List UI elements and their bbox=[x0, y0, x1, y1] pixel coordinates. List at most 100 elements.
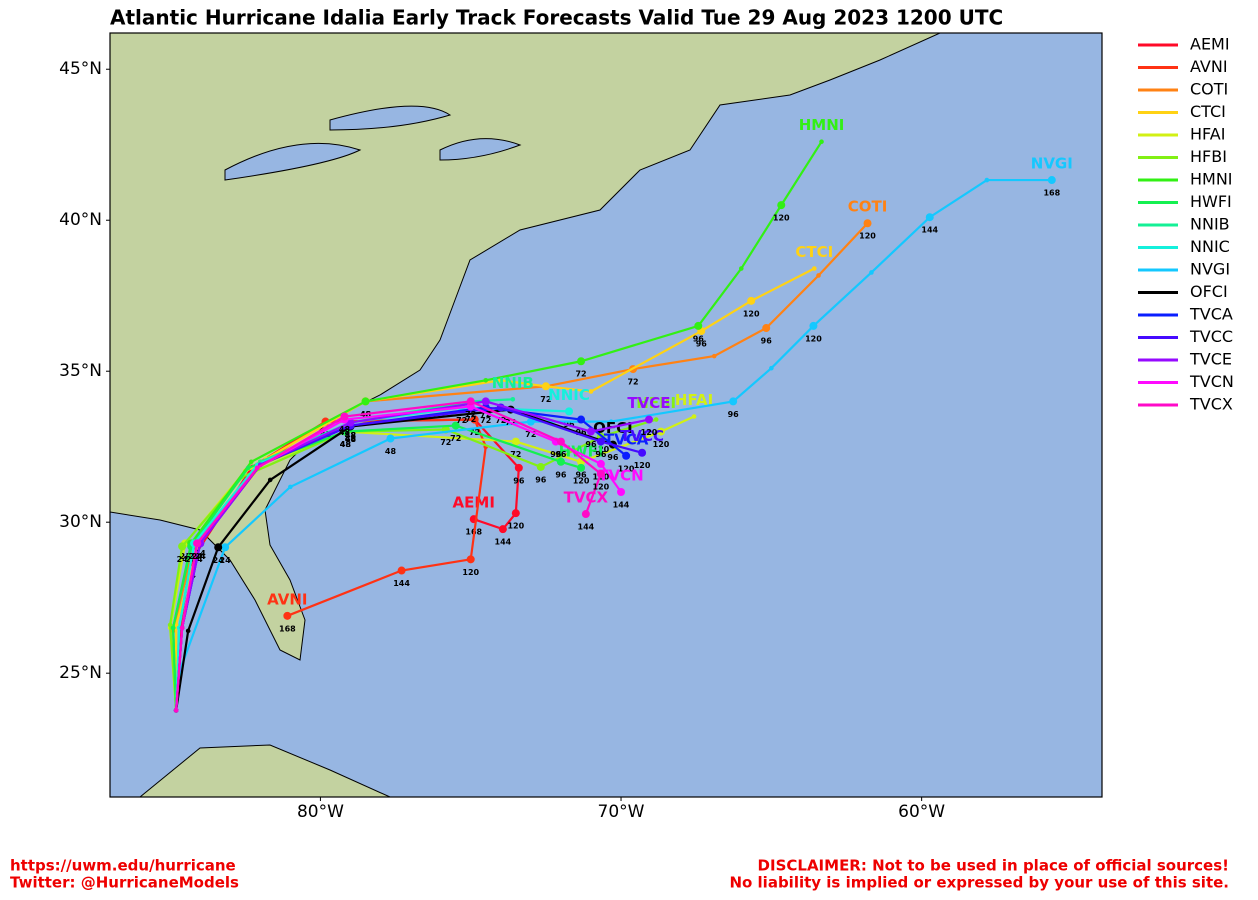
forecast-hour: 72 bbox=[456, 416, 467, 425]
track-point bbox=[657, 427, 666, 436]
forecast-hour: 96 bbox=[535, 475, 547, 484]
track-point bbox=[581, 510, 590, 519]
track-point bbox=[498, 525, 507, 534]
track-point bbox=[511, 509, 520, 518]
forecast-hour: 144 bbox=[495, 538, 512, 547]
track-label: CTCI bbox=[795, 243, 833, 261]
track-point bbox=[638, 448, 647, 457]
lake bbox=[439, 138, 522, 161]
forecast-hour: 96 bbox=[555, 450, 567, 459]
forecast-hour: 48 bbox=[345, 431, 357, 440]
forecast-hour: 96 bbox=[575, 428, 587, 437]
track-point bbox=[386, 434, 395, 443]
y-tick-label: 40°N bbox=[59, 210, 102, 230]
forecast-hour: 96 bbox=[728, 410, 740, 419]
track-label: HFBI bbox=[636, 394, 676, 412]
forecast-hour: 72 bbox=[525, 430, 536, 439]
track-point bbox=[451, 421, 460, 430]
land bbox=[110, 33, 941, 797]
forecast-hour: 96 bbox=[595, 450, 607, 459]
track-label: HMNI bbox=[799, 116, 845, 134]
forecast-hour: 96 bbox=[585, 440, 597, 449]
track-point bbox=[526, 417, 535, 426]
forecast-hour: 72 bbox=[465, 410, 476, 419]
track-point bbox=[596, 469, 605, 478]
track-point bbox=[283, 611, 292, 620]
forecast-hour: 120 bbox=[743, 309, 760, 318]
track-point bbox=[644, 415, 653, 424]
track-point bbox=[178, 542, 187, 551]
forecast-hour: 24 bbox=[195, 552, 207, 561]
track-point bbox=[361, 397, 370, 406]
forecast-hour: 48 bbox=[345, 435, 357, 444]
track-point bbox=[214, 543, 223, 552]
x-tick-label: 70°W bbox=[598, 802, 645, 822]
track-label: HFAI bbox=[675, 391, 713, 409]
forecast-hour: 168 bbox=[1043, 189, 1060, 198]
forecast-hour: 48 bbox=[385, 447, 397, 456]
track-point bbox=[466, 397, 475, 406]
forecast-hour: 48 bbox=[345, 431, 357, 440]
track-point bbox=[167, 622, 173, 628]
track-point bbox=[622, 451, 631, 460]
forecast-hour: 144 bbox=[393, 579, 410, 588]
forecast-hour: 120 bbox=[641, 428, 658, 437]
track-point bbox=[816, 273, 821, 278]
track-point bbox=[346, 418, 355, 427]
legend-label: CTCI bbox=[1190, 102, 1226, 121]
track-point bbox=[769, 365, 774, 371]
forecast-hour: 48 bbox=[345, 434, 357, 443]
track-point bbox=[510, 396, 516, 402]
track-point bbox=[288, 484, 293, 490]
forecast-hour: 72 bbox=[540, 395, 551, 404]
forecast-hour: 24 bbox=[213, 556, 225, 565]
forecast-hour: 120 bbox=[462, 568, 479, 577]
track-point bbox=[694, 321, 703, 330]
track-point bbox=[466, 555, 475, 564]
north-america bbox=[110, 33, 941, 661]
forecast-hour: 72 bbox=[465, 415, 476, 424]
legend-label: COTI bbox=[1190, 80, 1228, 99]
track-point bbox=[254, 465, 260, 471]
forecast-hour: 120 bbox=[653, 440, 670, 449]
forecast-hour: 72 bbox=[440, 438, 451, 447]
x-tick-label: 60°W bbox=[898, 802, 945, 822]
track-point bbox=[193, 539, 202, 548]
track-label: HWFI bbox=[559, 442, 604, 460]
legend-label: OFCI bbox=[1190, 282, 1228, 301]
track-point bbox=[267, 477, 273, 483]
forecast-hour: 96 bbox=[550, 450, 562, 459]
track-label: TVCC bbox=[620, 427, 664, 445]
forecast-hour: 72 bbox=[450, 434, 461, 443]
forecast-hour: 48 bbox=[345, 431, 357, 440]
track-label: NVGI bbox=[1031, 155, 1073, 173]
legend-label: TVCC bbox=[1189, 327, 1233, 346]
forecast-hour: 24 bbox=[195, 552, 207, 561]
forecast-hour: 120 bbox=[618, 464, 635, 473]
track-point bbox=[514, 463, 523, 472]
legend-label: HWFI bbox=[1190, 192, 1232, 211]
forecast-hour: 120 bbox=[634, 461, 651, 470]
track-point bbox=[1047, 176, 1056, 185]
track-point bbox=[869, 270, 874, 275]
track-point bbox=[577, 463, 586, 472]
track-point bbox=[762, 324, 771, 333]
track-point bbox=[809, 321, 818, 330]
forecast-hour: 24 bbox=[220, 556, 232, 565]
track-point bbox=[596, 459, 605, 468]
track-point bbox=[925, 213, 934, 222]
forecast-hour: 96 bbox=[575, 470, 587, 479]
track-point bbox=[248, 459, 254, 465]
track-label: AVNI bbox=[267, 590, 307, 608]
track-point bbox=[221, 543, 230, 552]
forecast-hour: 48 bbox=[339, 425, 351, 434]
track-point bbox=[819, 139, 824, 145]
track-label: TVCX bbox=[564, 489, 609, 507]
track-point bbox=[185, 628, 191, 634]
frame bbox=[109, 32, 1103, 798]
x-tick-label: 80°W bbox=[297, 802, 344, 822]
legend-label: AEMI bbox=[1190, 35, 1230, 54]
track-point bbox=[556, 437, 565, 446]
